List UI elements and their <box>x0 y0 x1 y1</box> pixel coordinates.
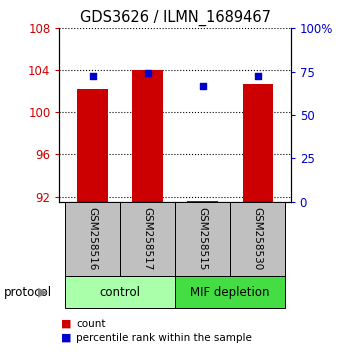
Text: GSM258516: GSM258516 <box>87 207 98 271</box>
Bar <box>65 202 120 276</box>
Bar <box>175 202 230 276</box>
Text: percentile rank within the sample: percentile rank within the sample <box>76 333 252 343</box>
Bar <box>120 202 175 276</box>
Bar <box>65 276 175 308</box>
Text: ■: ■ <box>61 319 72 329</box>
Text: MIF depletion: MIF depletion <box>190 286 270 298</box>
Bar <box>242 84 273 202</box>
Point <box>200 83 205 88</box>
Text: GSM258530: GSM258530 <box>253 207 263 270</box>
Title: GDS3626 / ILMN_1689467: GDS3626 / ILMN_1689467 <box>80 9 271 25</box>
Text: count: count <box>76 319 106 329</box>
Bar <box>133 70 163 202</box>
Text: protocol: protocol <box>3 286 52 298</box>
Bar <box>187 201 218 202</box>
Bar <box>78 89 108 202</box>
Bar <box>175 276 285 308</box>
Point <box>90 73 95 79</box>
Text: GSM258517: GSM258517 <box>142 207 153 271</box>
Point <box>255 73 260 79</box>
Bar <box>230 202 285 276</box>
Text: GSM258515: GSM258515 <box>198 207 208 271</box>
Point <box>145 70 150 76</box>
Text: ▶: ▶ <box>38 286 47 298</box>
Text: control: control <box>100 286 140 298</box>
Text: ■: ■ <box>61 333 72 343</box>
